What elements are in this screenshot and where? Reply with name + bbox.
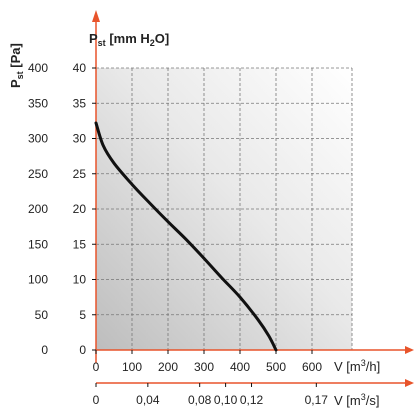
series-curve bbox=[94, 121, 278, 352]
x-top-tick-label: 400 bbox=[230, 360, 250, 374]
grid bbox=[96, 67, 353, 350]
y-right-axis-title: Pst [mm H2O] bbox=[89, 31, 169, 48]
y-right-tick-label: 35 bbox=[73, 96, 87, 110]
x-bottom-tick-label: 0 bbox=[93, 393, 100, 407]
x-bottom-tick-label: 0,04 bbox=[136, 393, 160, 407]
y-left-label-sub: st bbox=[15, 71, 25, 79]
y-right-tick-label: 15 bbox=[73, 237, 87, 251]
x-top-tick-label: 500 bbox=[266, 360, 286, 374]
x-bottom-tick-label: 0,17 bbox=[305, 393, 329, 407]
x-top-tick-label: 200 bbox=[158, 360, 178, 374]
y-right-label-main: P bbox=[89, 31, 98, 46]
x-bottom-label-main: V bbox=[334, 393, 343, 408]
x-bottom-tick-label: 0,08 bbox=[188, 393, 212, 407]
x-top-label-unit-sup: 3 bbox=[361, 358, 366, 368]
x-top-axis-title: V [m3/h] bbox=[334, 358, 380, 374]
y-right-tick-label: 20 bbox=[73, 202, 87, 216]
x-bottom-label-unit-sup: 3 bbox=[361, 392, 366, 402]
y-left-label-main: P bbox=[8, 79, 23, 88]
y-right-label-unit-post: O] bbox=[155, 31, 169, 46]
x-top-label-main: V bbox=[334, 359, 343, 374]
y-left-tick-label: 0 bbox=[41, 343, 48, 357]
x-bottom-tick-label: 0,12 bbox=[240, 393, 264, 407]
x-bottom-axis-title: V [m3/s] bbox=[334, 392, 380, 408]
y-right-tick-label: 0 bbox=[79, 343, 86, 357]
x-top-label-unit-pre: [m bbox=[346, 359, 360, 374]
x-bottom-label-unit-post: /s] bbox=[366, 393, 380, 408]
y-axis-arrow bbox=[92, 10, 100, 22]
y-left-tick-label: 250 bbox=[28, 167, 48, 181]
y-left-tick-label: 400 bbox=[28, 61, 48, 75]
x-top-tick-label: 0 bbox=[93, 360, 100, 374]
x-bottom-label-unit-pre: [m bbox=[346, 393, 360, 408]
axes bbox=[92, 10, 414, 387]
y-right-label-unit-pre: [mm H bbox=[109, 31, 149, 46]
y-left-tick-label: 50 bbox=[35, 308, 49, 322]
x-bottom-axis-arrow bbox=[405, 379, 414, 387]
y-left-tick-label: 300 bbox=[28, 132, 48, 146]
y-left-tick-label: 100 bbox=[28, 273, 48, 287]
y-left-axis-title: Pst [Pa] bbox=[8, 43, 25, 88]
y-left-tick-label: 150 bbox=[28, 237, 48, 251]
y-right-tick-label: 5 bbox=[79, 308, 86, 322]
y-right-label-unit-sub: 2 bbox=[150, 38, 155, 48]
x-top-label-unit-post: /h] bbox=[366, 359, 380, 374]
x-top-axis-arrow bbox=[405, 346, 414, 354]
x-top-tick-label: 100 bbox=[122, 360, 142, 374]
x-bottom-tick-label: 0,10 bbox=[214, 393, 238, 407]
y-left-tick-label: 350 bbox=[28, 96, 48, 110]
y-left-label-unit: [Pa] bbox=[8, 43, 23, 68]
y-right-tick-label: 30 bbox=[73, 132, 87, 146]
y-left-tick-label: 200 bbox=[28, 202, 48, 216]
y-right-label-sub: st bbox=[98, 38, 106, 48]
x-top-tick-label: 300 bbox=[194, 360, 214, 374]
y-right-tick-label: 25 bbox=[73, 167, 87, 181]
y-right-tick-label: 10 bbox=[73, 273, 87, 287]
y-right-tick-label: 40 bbox=[73, 61, 87, 75]
x-top-tick-label: 600 bbox=[302, 360, 322, 374]
